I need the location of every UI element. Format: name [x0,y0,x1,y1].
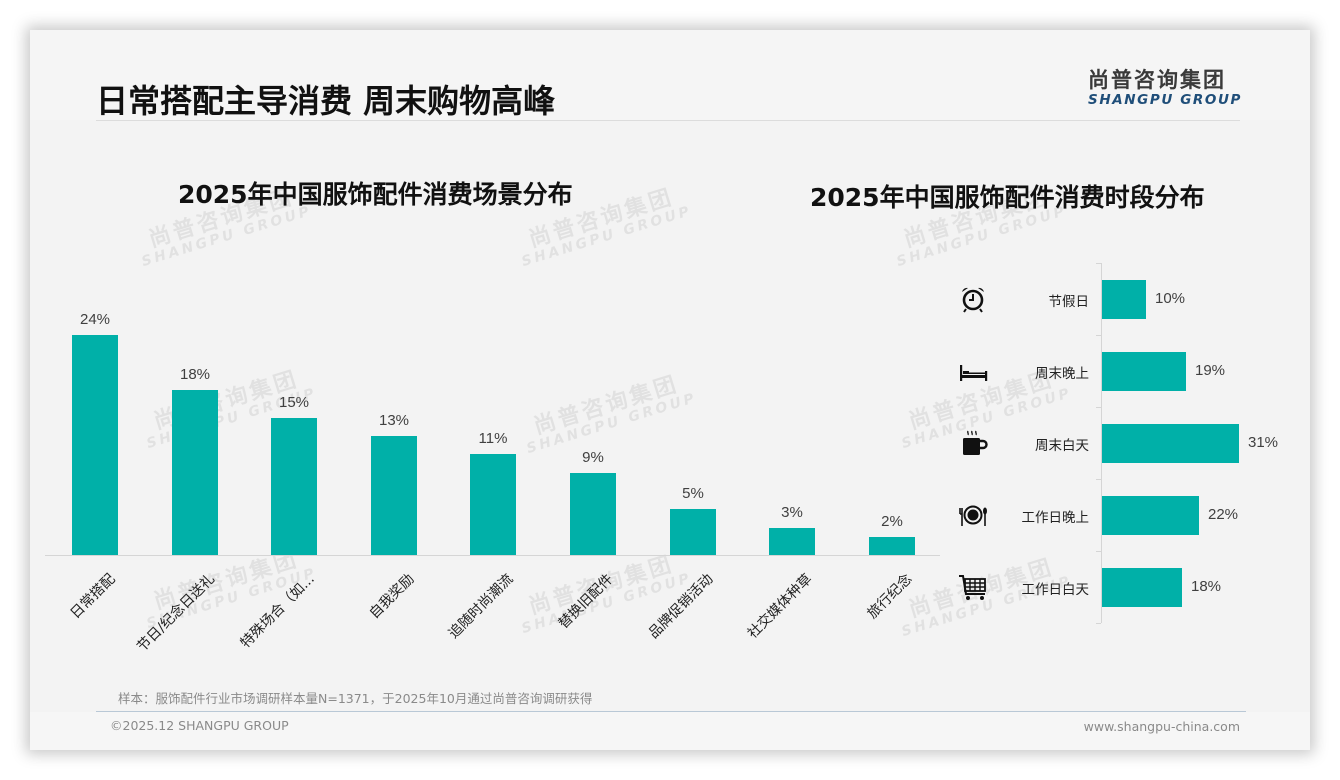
bar-value-label: 9% [582,449,604,466]
bar-value-label: 31% [1248,434,1279,451]
bar [1102,280,1146,319]
bar [72,335,118,555]
category-label: 自我奖励 [366,571,418,623]
bar [1102,424,1239,463]
bar-value-label: 24% [79,311,111,328]
axis-tick [1096,551,1101,552]
category-label: 周末晚上 [1035,366,1089,382]
x-axis-baseline [45,555,940,556]
bar-value-label: 22% [1208,506,1239,523]
slide: 尚普咨询集团 SHANGPU GROUP 尚普咨询集团 SHANGPU GROUP … [30,30,1310,750]
copyright-text: ©2025.12 SHANGPU GROUP [110,718,289,733]
bar [1102,568,1182,607]
bed-icon [957,355,989,387]
category-label: 工作日晚上 [1021,510,1090,526]
category-label: 旅行纪念 [864,571,916,623]
y-axis-line [1101,263,1102,623]
header-divider [96,120,1240,121]
bar-value-label: 15% [278,394,310,411]
category-label: 品牌促销活动 [645,571,717,642]
header-band [30,30,1310,120]
sample-note: 样本：服饰配件行业市场调研样本量N=1371，于2025年10月通过尚普咨询调研… [118,691,593,706]
axis-tick [1096,479,1101,480]
footer-band [30,712,1310,750]
category-label: 日常搭配 [67,571,119,623]
axis-tick [1096,335,1101,336]
category-label: 节日/纪念日送礼 [134,571,219,656]
timeslot-chart-title: 2025年中国服饰配件消费时段分布 [810,183,1205,212]
plate-cutlery-icon [957,499,989,531]
bar [1102,352,1186,391]
bar-value-label: 18% [179,366,211,383]
bar [570,473,616,555]
bar-value-label: 5% [682,485,704,502]
category-label: 特殊场合（如... [237,571,318,652]
axis-tick [1096,407,1101,408]
alarm-clock-icon [957,283,989,315]
coffee-mug-icon [957,427,989,459]
logo-en-text: SHANGPU GROUP [1088,92,1243,108]
page-title: 日常搭配主导消费 周末购物高峰 [96,82,556,120]
bar-value-label: 2% [881,513,903,530]
bar-value-label: 19% [1195,362,1226,379]
logo-cn-text: 尚普咨询集团 [1088,68,1226,92]
category-label: 社交媒体种草 [744,571,816,642]
bar [670,509,716,555]
axis-tick [1096,623,1101,624]
bar-value-label: 18% [1191,578,1222,595]
bar [869,537,915,555]
bar [769,528,815,555]
bar-value-label: 11% [478,430,508,447]
website-link[interactable]: www.shangpu-china.com [1083,719,1240,734]
bar [470,454,516,555]
category-label: 周末白天 [1035,438,1089,454]
bar [1102,496,1199,535]
shopping-cart-icon [957,571,989,603]
category-label: 追随时尚潮流 [445,571,517,642]
scene-bar-chart: 24% 日常搭配 18% 节日/纪念日送礼 15% 特殊场合（如... 13% 自我奖励 11%… [30,30,1310,750]
bar-value-label: 3% [781,504,803,521]
company-logo: 尚普咨询集团 SHANGPU GROUP [1088,64,1248,108]
bar [371,436,417,555]
bar-value-label: 13% [378,412,410,429]
category-label: 节假日 [1048,294,1090,310]
bar [172,390,218,555]
bar-value-label: 10% [1155,290,1186,307]
bar [271,418,317,555]
axis-tick [1096,263,1101,264]
footer-divider [96,711,1246,712]
category-label: 工作日白天 [1021,582,1090,598]
category-label: 替换旧配件 [555,571,617,632]
scene-chart-title: 2025年中国服饰配件消费场景分布 [178,180,573,209]
